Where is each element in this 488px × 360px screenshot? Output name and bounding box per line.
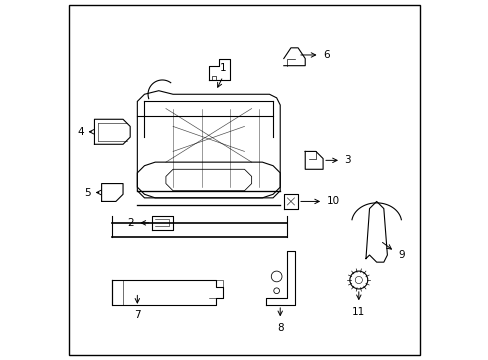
Text: 8: 8 [276, 323, 283, 333]
Text: 4: 4 [77, 127, 83, 137]
Text: 5: 5 [84, 188, 91, 198]
FancyBboxPatch shape [69, 5, 419, 355]
Text: 7: 7 [134, 310, 141, 320]
Text: 11: 11 [351, 307, 365, 317]
Text: 1: 1 [219, 63, 226, 73]
Text: 6: 6 [323, 50, 329, 60]
Text: 9: 9 [397, 250, 404, 260]
Text: 3: 3 [344, 156, 350, 165]
Text: 10: 10 [326, 197, 339, 206]
Text: 2: 2 [127, 218, 134, 228]
